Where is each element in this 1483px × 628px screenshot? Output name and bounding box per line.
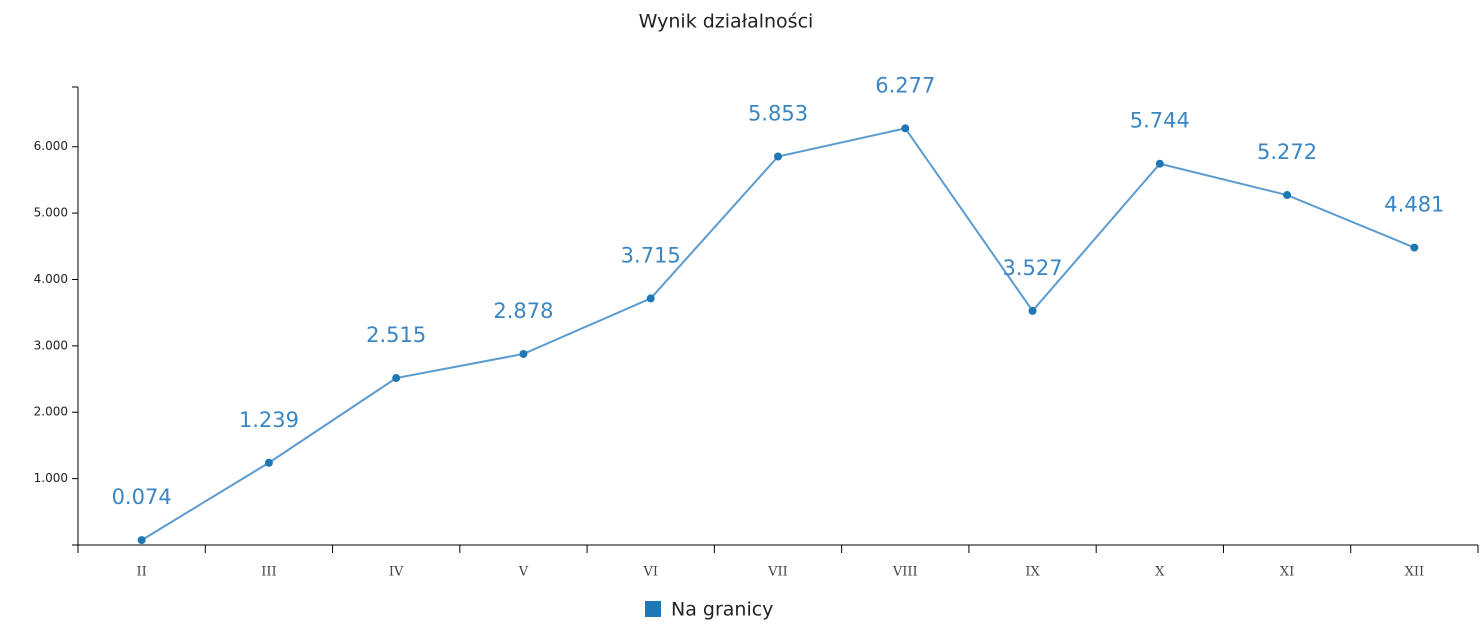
- x-tick-label: IV: [389, 565, 404, 580]
- data-label: 0.074: [112, 485, 172, 509]
- point: [1410, 243, 1419, 252]
- point: [1028, 306, 1037, 315]
- y-tick-label: 5.000: [34, 206, 68, 220]
- x-tick-label: VII: [767, 565, 788, 580]
- y-tick-label: 4.000: [34, 272, 68, 286]
- data-label: 6.277: [875, 73, 935, 97]
- point: [264, 458, 273, 467]
- data-label: 5.853: [748, 101, 808, 125]
- data-label: 3.715: [621, 243, 681, 267]
- x-tick-label: X: [1155, 565, 1165, 580]
- data-label: 2.878: [493, 299, 553, 323]
- line: [141, 127, 1415, 541]
- data-label: 1.239: [239, 408, 299, 432]
- data-label: 2.515: [366, 323, 426, 347]
- legend-swatch: [645, 601, 661, 617]
- x-tick-label: III: [261, 565, 276, 580]
- point: [137, 536, 146, 545]
- y-tick-label: 2.000: [34, 405, 68, 419]
- y-tick-label: 6.000: [34, 139, 68, 153]
- point: [1283, 191, 1292, 200]
- x-tick-label: XII: [1405, 565, 1425, 580]
- y-tick-label: 1.000: [34, 471, 68, 485]
- point: [1155, 159, 1164, 168]
- chart-title: Wynik działalności: [639, 11, 814, 33]
- data-label: 3.527: [1002, 256, 1062, 280]
- x-tick-label: VI: [642, 565, 658, 580]
- point: [774, 152, 782, 161]
- point: [392, 374, 401, 383]
- data-label: 4.481: [1384, 193, 1444, 217]
- data-label: 5.272: [1257, 140, 1317, 164]
- x-tick-label: IX: [1025, 565, 1040, 580]
- x-tick-label: VIII: [892, 565, 918, 580]
- point: [901, 124, 910, 133]
- data-label: 5.744: [1130, 109, 1190, 133]
- x-tick-label: V: [518, 565, 529, 580]
- point: [519, 349, 528, 358]
- x-tick-label: XI: [1280, 565, 1294, 580]
- point: [646, 294, 655, 303]
- y-tick-label: 3.000: [34, 338, 68, 352]
- legend-label: Na granicy: [671, 599, 773, 621]
- x-tick-label: II: [136, 565, 146, 580]
